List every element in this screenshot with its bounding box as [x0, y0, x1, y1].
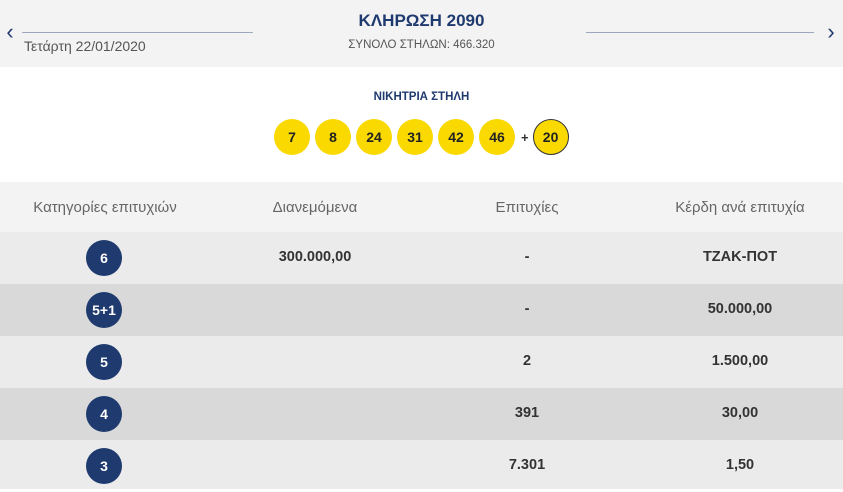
total-columns: ΣΥΝΟΛΟ ΣΤΗΛΩΝ: 466.320 — [348, 39, 495, 51]
winning-number-ball: 42 — [438, 119, 474, 155]
winning-number-ball: 46 — [479, 119, 515, 155]
divider-right — [586, 32, 814, 33]
winners-count: - — [524, 249, 530, 265]
column-header-winners: Επιτυχίες — [495, 199, 559, 216]
column-header-distributed: Διανεμόμενα — [272, 199, 358, 216]
table-row: 6 300.000,00 - ΤΖΑΚ-ΠΟΤ — [0, 232, 843, 284]
distributed-amount — [215, 388, 415, 440]
category-badge: 5 — [86, 344, 122, 380]
distributed-amount — [215, 440, 415, 492]
winning-number-ball: 31 — [397, 119, 433, 155]
winning-number-ball: 8 — [315, 119, 351, 155]
prize-per-winner: 1.500,00 — [711, 353, 769, 369]
results-table-header: Κατηγορίες επιτυχιών Διανεμόμενα Επιτυχί… — [0, 182, 843, 232]
divider-left — [22, 32, 253, 33]
winning-column-label: ΝΙΚΗΤΡΙΑ ΣΤΗΛΗ — [373, 91, 470, 103]
winning-number-ball: 7 — [274, 119, 310, 155]
table-row: 3 7.301 1,50 — [0, 440, 843, 489]
chevron-right-icon[interactable]: › — [827, 19, 835, 44]
category-badge: 5+1 — [86, 292, 122, 328]
table-row: 5 2 1.500,00 — [0, 336, 843, 388]
prize-per-winner: ΤΖΑΚ-ΠΟΤ — [702, 249, 778, 265]
prize-per-winner: 1,50 — [725, 457, 755, 473]
winners-count: 7.301 — [508, 457, 546, 473]
winners-count: 2 — [522, 353, 532, 369]
winning-numbers: 7 8 24 31 42 46 + 20 — [274, 119, 569, 155]
distributed-amount — [215, 336, 415, 388]
category-badge: 6 — [86, 240, 122, 276]
prize-per-winner: 50.000,00 — [707, 301, 773, 317]
distributed-amount — [215, 284, 415, 336]
distributed-amount: 300.000,00 — [278, 249, 352, 265]
category-badge: 4 — [86, 396, 122, 432]
prize-per-winner: 30,00 — [721, 405, 759, 421]
category-badge: 3 — [86, 448, 122, 484]
draw-title: ΚΛΗΡΩΣΗ 2090 — [358, 11, 485, 30]
plus-sign: + — [521, 129, 529, 145]
table-row: 5+1 - 50.000,00 — [0, 284, 843, 336]
winners-count: 391 — [514, 405, 540, 421]
chevron-left-icon[interactable]: ‹ — [6, 19, 14, 44]
draw-header: ‹ Τετάρτη 22/01/2020 ΚΛΗΡΩΣΗ 2090 ΣΥΝΟΛΟ… — [0, 0, 843, 67]
table-row: 4 391 30,00 — [0, 388, 843, 440]
bonus-number-ball: 20 — [532, 119, 569, 155]
column-header-prize: Κέρδη ανά επιτυχία — [675, 199, 805, 216]
draw-date: Τετάρτη 22/01/2020 — [24, 38, 146, 54]
winning-number-ball: 24 — [356, 119, 392, 155]
column-header-categories: Κατηγορίες επιτυχιών — [33, 199, 177, 216]
winners-count: - — [524, 301, 530, 317]
